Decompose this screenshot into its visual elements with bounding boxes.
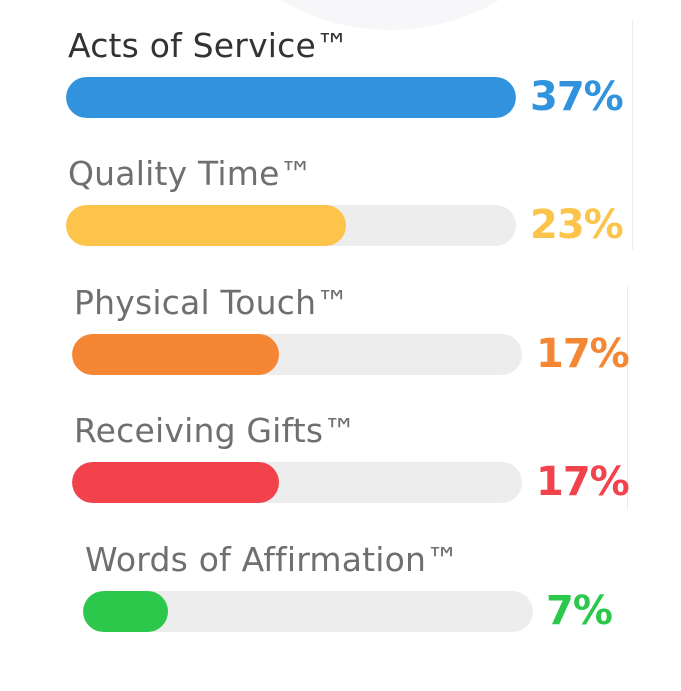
category-label: Receiving Gifts™: [74, 411, 357, 450]
category-label: Acts of Service™: [68, 26, 350, 65]
value-label: 17%: [536, 459, 630, 505]
bar-row: Quality Time™ 23%: [66, 154, 636, 264]
bar-track: [66, 77, 516, 118]
value-label: 7%: [546, 588, 613, 634]
bar-track: [66, 205, 516, 246]
right-edge-divider: [632, 20, 633, 250]
category-label: Words of Affirmation™: [85, 540, 460, 579]
value-label: 23%: [530, 202, 624, 248]
bar-track: [72, 462, 522, 503]
bar-track: [83, 591, 533, 632]
bar-fill: [66, 205, 346, 246]
category-label: Quality Time™: [68, 154, 313, 193]
bar-row: Receiving Gifts™ 17%: [72, 411, 642, 521]
bar-fill: [83, 591, 169, 632]
value-label: 37%: [530, 74, 624, 120]
bar-track: [72, 334, 522, 375]
right-edge-divider: [627, 285, 628, 510]
bar-row: Words of Affirmation™ 7%: [83, 540, 653, 650]
bar-row: Acts of Service™ 37%: [66, 26, 636, 136]
category-label: Physical Touch™: [74, 283, 350, 322]
bar-fill: [72, 462, 279, 503]
bar-row: Physical Touch™ 17%: [72, 283, 642, 393]
value-label: 17%: [536, 331, 630, 377]
bar-fill: [72, 334, 279, 375]
bar-fill: [66, 77, 516, 118]
